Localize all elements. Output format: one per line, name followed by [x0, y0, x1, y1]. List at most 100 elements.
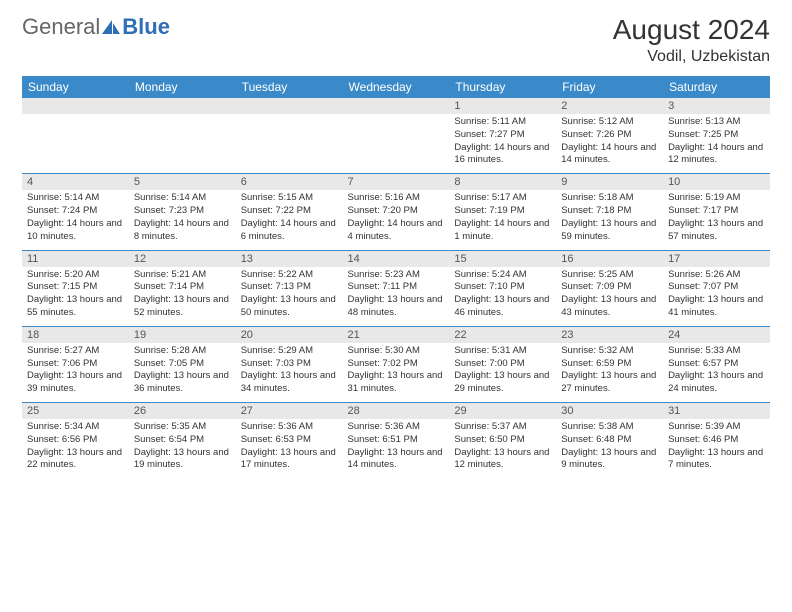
day-number: 19 — [129, 327, 236, 343]
calendar-cell: 7Sunrise: 5:16 AMSunset: 7:20 PMDaylight… — [343, 174, 450, 250]
day-number: 27 — [236, 403, 343, 419]
day-number — [343, 98, 450, 114]
day-header: Thursday — [449, 76, 556, 98]
day-number: 12 — [129, 251, 236, 267]
calendar-cell: 1Sunrise: 5:11 AMSunset: 7:27 PMDaylight… — [449, 98, 556, 174]
calendar-cell: 13Sunrise: 5:22 AMSunset: 7:13 PMDayligh… — [236, 250, 343, 326]
day-content — [236, 114, 343, 168]
day-number: 30 — [556, 403, 663, 419]
day-content: Sunrise: 5:14 AMSunset: 7:23 PMDaylight:… — [129, 190, 236, 249]
day-content — [22, 114, 129, 168]
calendar-cell: 19Sunrise: 5:28 AMSunset: 7:05 PMDayligh… — [129, 326, 236, 402]
day-number: 18 — [22, 327, 129, 343]
calendar-cell: 16Sunrise: 5:25 AMSunset: 7:09 PMDayligh… — [556, 250, 663, 326]
calendar-week: 11Sunrise: 5:20 AMSunset: 7:15 PMDayligh… — [22, 250, 770, 326]
day-content: Sunrise: 5:36 AMSunset: 6:51 PMDaylight:… — [343, 419, 450, 478]
title-block: August 2024 Vodil, Uzbekistan — [613, 14, 770, 66]
day-number: 4 — [22, 174, 129, 190]
calendar-cell: 3Sunrise: 5:13 AMSunset: 7:25 PMDaylight… — [663, 98, 770, 174]
day-content — [343, 114, 450, 168]
day-content: Sunrise: 5:21 AMSunset: 7:14 PMDaylight:… — [129, 267, 236, 326]
day-number: 16 — [556, 251, 663, 267]
day-number: 26 — [129, 403, 236, 419]
day-content: Sunrise: 5:14 AMSunset: 7:24 PMDaylight:… — [22, 190, 129, 249]
day-number: 14 — [343, 251, 450, 267]
day-header: Wednesday — [343, 76, 450, 98]
calendar-cell — [343, 98, 450, 174]
day-content: Sunrise: 5:39 AMSunset: 6:46 PMDaylight:… — [663, 419, 770, 478]
days-of-week-row: SundayMondayTuesdayWednesdayThursdayFrid… — [22, 76, 770, 98]
day-number: 24 — [663, 327, 770, 343]
day-content: Sunrise: 5:25 AMSunset: 7:09 PMDaylight:… — [556, 267, 663, 326]
day-content: Sunrise: 5:37 AMSunset: 6:50 PMDaylight:… — [449, 419, 556, 478]
calendar-cell: 4Sunrise: 5:14 AMSunset: 7:24 PMDaylight… — [22, 174, 129, 250]
day-content: Sunrise: 5:19 AMSunset: 7:17 PMDaylight:… — [663, 190, 770, 249]
day-header: Sunday — [22, 76, 129, 98]
calendar-cell: 18Sunrise: 5:27 AMSunset: 7:06 PMDayligh… — [22, 326, 129, 402]
calendar-cell — [129, 98, 236, 174]
calendar-cell: 17Sunrise: 5:26 AMSunset: 7:07 PMDayligh… — [663, 250, 770, 326]
logo-text-blue: Blue — [122, 14, 170, 40]
location: Vodil, Uzbekistan — [613, 48, 770, 66]
day-content: Sunrise: 5:24 AMSunset: 7:10 PMDaylight:… — [449, 267, 556, 326]
calendar-cell — [236, 98, 343, 174]
calendar-cell: 21Sunrise: 5:30 AMSunset: 7:02 PMDayligh… — [343, 326, 450, 402]
day-content: Sunrise: 5:35 AMSunset: 6:54 PMDaylight:… — [129, 419, 236, 478]
sail-icon — [102, 20, 120, 34]
day-content: Sunrise: 5:34 AMSunset: 6:56 PMDaylight:… — [22, 419, 129, 478]
day-content: Sunrise: 5:38 AMSunset: 6:48 PMDaylight:… — [556, 419, 663, 478]
day-content: Sunrise: 5:33 AMSunset: 6:57 PMDaylight:… — [663, 343, 770, 402]
calendar-cell: 10Sunrise: 5:19 AMSunset: 7:17 PMDayligh… — [663, 174, 770, 250]
calendar-cell: 20Sunrise: 5:29 AMSunset: 7:03 PMDayligh… — [236, 326, 343, 402]
day-content: Sunrise: 5:18 AMSunset: 7:18 PMDaylight:… — [556, 190, 663, 249]
day-number: 6 — [236, 174, 343, 190]
day-number: 25 — [22, 403, 129, 419]
calendar-cell: 26Sunrise: 5:35 AMSunset: 6:54 PMDayligh… — [129, 403, 236, 479]
calendar-week: 1Sunrise: 5:11 AMSunset: 7:27 PMDaylight… — [22, 98, 770, 174]
day-content: Sunrise: 5:17 AMSunset: 7:19 PMDaylight:… — [449, 190, 556, 249]
calendar-cell: 12Sunrise: 5:21 AMSunset: 7:14 PMDayligh… — [129, 250, 236, 326]
day-number: 29 — [449, 403, 556, 419]
day-content: Sunrise: 5:22 AMSunset: 7:13 PMDaylight:… — [236, 267, 343, 326]
calendar-cell: 14Sunrise: 5:23 AMSunset: 7:11 PMDayligh… — [343, 250, 450, 326]
calendar-cell: 9Sunrise: 5:18 AMSunset: 7:18 PMDaylight… — [556, 174, 663, 250]
day-content: Sunrise: 5:31 AMSunset: 7:00 PMDaylight:… — [449, 343, 556, 402]
day-content: Sunrise: 5:27 AMSunset: 7:06 PMDaylight:… — [22, 343, 129, 402]
calendar-cell: 24Sunrise: 5:33 AMSunset: 6:57 PMDayligh… — [663, 326, 770, 402]
day-number: 1 — [449, 98, 556, 114]
day-content: Sunrise: 5:13 AMSunset: 7:25 PMDaylight:… — [663, 114, 770, 173]
logo-text-general: General — [22, 14, 100, 40]
calendar-week: 25Sunrise: 5:34 AMSunset: 6:56 PMDayligh… — [22, 403, 770, 479]
day-header: Tuesday — [236, 76, 343, 98]
day-content: Sunrise: 5:32 AMSunset: 6:59 PMDaylight:… — [556, 343, 663, 402]
calendar-cell: 15Sunrise: 5:24 AMSunset: 7:10 PMDayligh… — [449, 250, 556, 326]
day-number: 28 — [343, 403, 450, 419]
day-number: 21 — [343, 327, 450, 343]
calendar-week: 18Sunrise: 5:27 AMSunset: 7:06 PMDayligh… — [22, 326, 770, 402]
day-content: Sunrise: 5:28 AMSunset: 7:05 PMDaylight:… — [129, 343, 236, 402]
calendar-cell: 5Sunrise: 5:14 AMSunset: 7:23 PMDaylight… — [129, 174, 236, 250]
calendar-week: 4Sunrise: 5:14 AMSunset: 7:24 PMDaylight… — [22, 174, 770, 250]
calendar-cell: 31Sunrise: 5:39 AMSunset: 6:46 PMDayligh… — [663, 403, 770, 479]
day-content: Sunrise: 5:29 AMSunset: 7:03 PMDaylight:… — [236, 343, 343, 402]
calendar-cell — [22, 98, 129, 174]
calendar-cell: 25Sunrise: 5:34 AMSunset: 6:56 PMDayligh… — [22, 403, 129, 479]
day-content: Sunrise: 5:36 AMSunset: 6:53 PMDaylight:… — [236, 419, 343, 478]
day-number: 22 — [449, 327, 556, 343]
day-number: 8 — [449, 174, 556, 190]
calendar-cell: 2Sunrise: 5:12 AMSunset: 7:26 PMDaylight… — [556, 98, 663, 174]
day-header: Monday — [129, 76, 236, 98]
calendar-table: SundayMondayTuesdayWednesdayThursdayFrid… — [22, 76, 770, 478]
day-content: Sunrise: 5:12 AMSunset: 7:26 PMDaylight:… — [556, 114, 663, 173]
day-number: 20 — [236, 327, 343, 343]
calendar-cell: 11Sunrise: 5:20 AMSunset: 7:15 PMDayligh… — [22, 250, 129, 326]
day-header: Saturday — [663, 76, 770, 98]
day-header: Friday — [556, 76, 663, 98]
day-number: 9 — [556, 174, 663, 190]
day-content: Sunrise: 5:20 AMSunset: 7:15 PMDaylight:… — [22, 267, 129, 326]
calendar-cell: 30Sunrise: 5:38 AMSunset: 6:48 PMDayligh… — [556, 403, 663, 479]
day-content: Sunrise: 5:26 AMSunset: 7:07 PMDaylight:… — [663, 267, 770, 326]
day-number: 15 — [449, 251, 556, 267]
day-content: Sunrise: 5:30 AMSunset: 7:02 PMDaylight:… — [343, 343, 450, 402]
day-content: Sunrise: 5:16 AMSunset: 7:20 PMDaylight:… — [343, 190, 450, 249]
